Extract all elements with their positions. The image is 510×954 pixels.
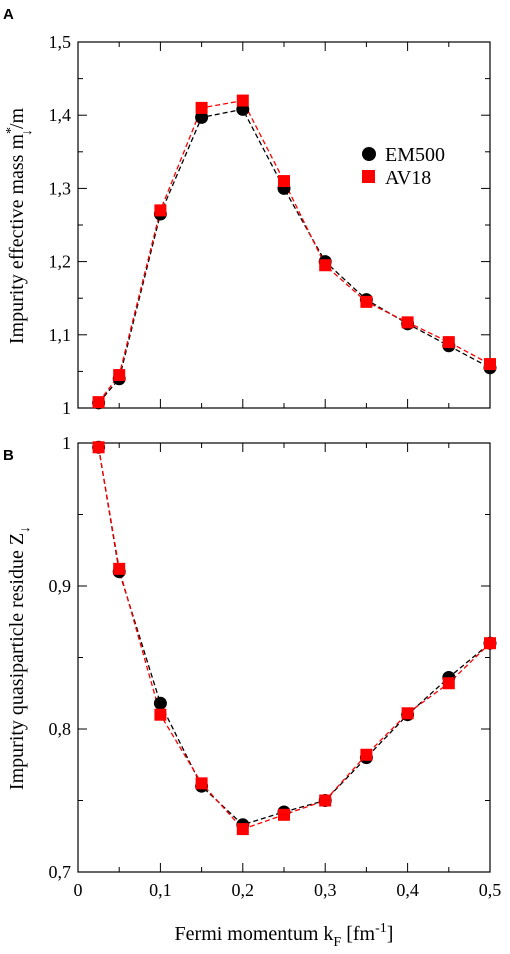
- panel-b-av18-point: [484, 637, 496, 650]
- panel-b-x-tick-label: 0,4: [396, 880, 419, 900]
- panel-a-ticks: 1 1,1 1,2 1,3 1,4 1,5: [49, 32, 491, 418]
- panel-a-av18-point: [236, 94, 249, 107]
- panel-b-av18-point: [113, 562, 126, 575]
- panel-b-av18-point: [236, 823, 249, 836]
- panel-a-av18-line: [98, 99, 491, 403]
- legend-av18-marker: [362, 170, 375, 183]
- panel-b-av18-point: [401, 707, 414, 720]
- panel-b-x-tick-label: 0: [74, 880, 83, 900]
- legend-em500-label: EM500: [385, 144, 445, 166]
- panel-b-av18-point: [92, 441, 105, 454]
- panel-a-av18-point: [278, 175, 290, 188]
- legend-av18-label: AV18: [385, 167, 431, 189]
- panel-a-y-tick-label: 1,4: [49, 105, 72, 125]
- panel-b-y-axis-label: Impurity quasiparticle residue Z↓: [6, 526, 33, 790]
- panel-a-av18-point: [113, 369, 126, 382]
- panel-b-y-tick-label: 1: [62, 433, 71, 453]
- panel-a-y-tick-label: 1,2: [49, 252, 72, 272]
- panel-b-y-label-main: Impurity quasiparticle residue Z: [6, 533, 28, 790]
- panel-b-x-label-unit: [fm: [341, 923, 375, 945]
- panel-b-x-tick-label: 0,2: [232, 880, 255, 900]
- panel-a-label: A: [3, 6, 14, 23]
- panel-a-y-label-tail: /m: [6, 107, 28, 129]
- panel-b-x-label-main: Fermi momentum k: [175, 923, 334, 945]
- panel-b-x-axis-label: Fermi momentum kF [fm-1]: [175, 921, 394, 950]
- panel-b-av18-point: [278, 808, 290, 821]
- panel-a-y-label-sup: *: [4, 127, 19, 134]
- panel-a-em500-point: [195, 110, 209, 124]
- legend-em500-marker: [362, 147, 376, 161]
- panel-b-x-tick-label: 0,3: [314, 880, 337, 900]
- panel-b-label: B: [3, 447, 14, 464]
- panel-b-em500-point: [153, 696, 167, 710]
- panel-a-y-label-sub: ↓: [20, 129, 35, 136]
- panel-b-x-label-sup: -1: [375, 921, 387, 936]
- panel-a-av18-point: [195, 101, 208, 114]
- panel-a-av18-point: [92, 396, 105, 409]
- panel-a-y-tick-label: 1,1: [49, 325, 72, 345]
- panel-a-y-tick-label: 1,5: [49, 32, 72, 52]
- panel-b-x-tick-label: 0,5: [479, 880, 502, 900]
- panel-a-y-label-main: Impurity effective mass m: [6, 134, 28, 345]
- panel-b: B 0 0,1 0,2 0,3 0,4 0,5 0,7 0,8 0,9 1 Impurity qu…: [3, 433, 501, 950]
- panel-b-y-tick-label: 0,7: [49, 862, 72, 882]
- panel-a-y-axis-label: Impurity effective mass m*↓/m: [4, 107, 35, 344]
- panel-b-av18-point: [154, 708, 167, 721]
- panel-a-y-tick-label: 1: [62, 398, 71, 418]
- panel-b-y-tick-label: 0,8: [49, 719, 72, 739]
- panel-a-y-tick-label: 1,3: [49, 178, 72, 198]
- panel-b-av18-point: [442, 677, 455, 690]
- panel-a-av18-point: [401, 316, 414, 329]
- panel-a-av18-point: [484, 358, 496, 371]
- panel-b-av18-point: [360, 748, 373, 761]
- panel-b-ticks: 0 0,1 0,2 0,3 0,4 0,5 0,7 0,8 0,9 1: [49, 433, 502, 900]
- panel-a-plot-frame: [77, 41, 491, 409]
- panel-a-av18-point: [319, 259, 332, 272]
- panel-b-av18-line: [97, 447, 491, 830]
- panel-b-y-tick-label: 0,9: [49, 576, 72, 596]
- panel-a-series: [92, 94, 497, 410]
- panel-b-x-label-close: ]: [387, 923, 394, 945]
- panel-b-x-label-sub: F: [333, 935, 341, 950]
- panel-a: A 1 1,1 1,2 1,3 1,4 1,5 EM500 AV18 Impurity e…: [3, 6, 497, 418]
- panel-b-em500-line: [97, 447, 491, 826]
- panel-a-av18-point: [442, 336, 455, 349]
- panel-a-legend: EM500 AV18: [362, 144, 445, 189]
- panel-a-em500-line: [98, 108, 491, 404]
- panel-b-x-tick-label: 0,1: [149, 880, 172, 900]
- panel-a-av18-point: [154, 204, 167, 217]
- panel-b-series: [92, 440, 497, 836]
- panel-b-y-label-sub: ↓: [18, 526, 33, 533]
- panel-b-av18-point: [195, 777, 208, 790]
- panel-b-av18-point: [319, 794, 332, 807]
- panel-a-av18-point: [360, 295, 373, 308]
